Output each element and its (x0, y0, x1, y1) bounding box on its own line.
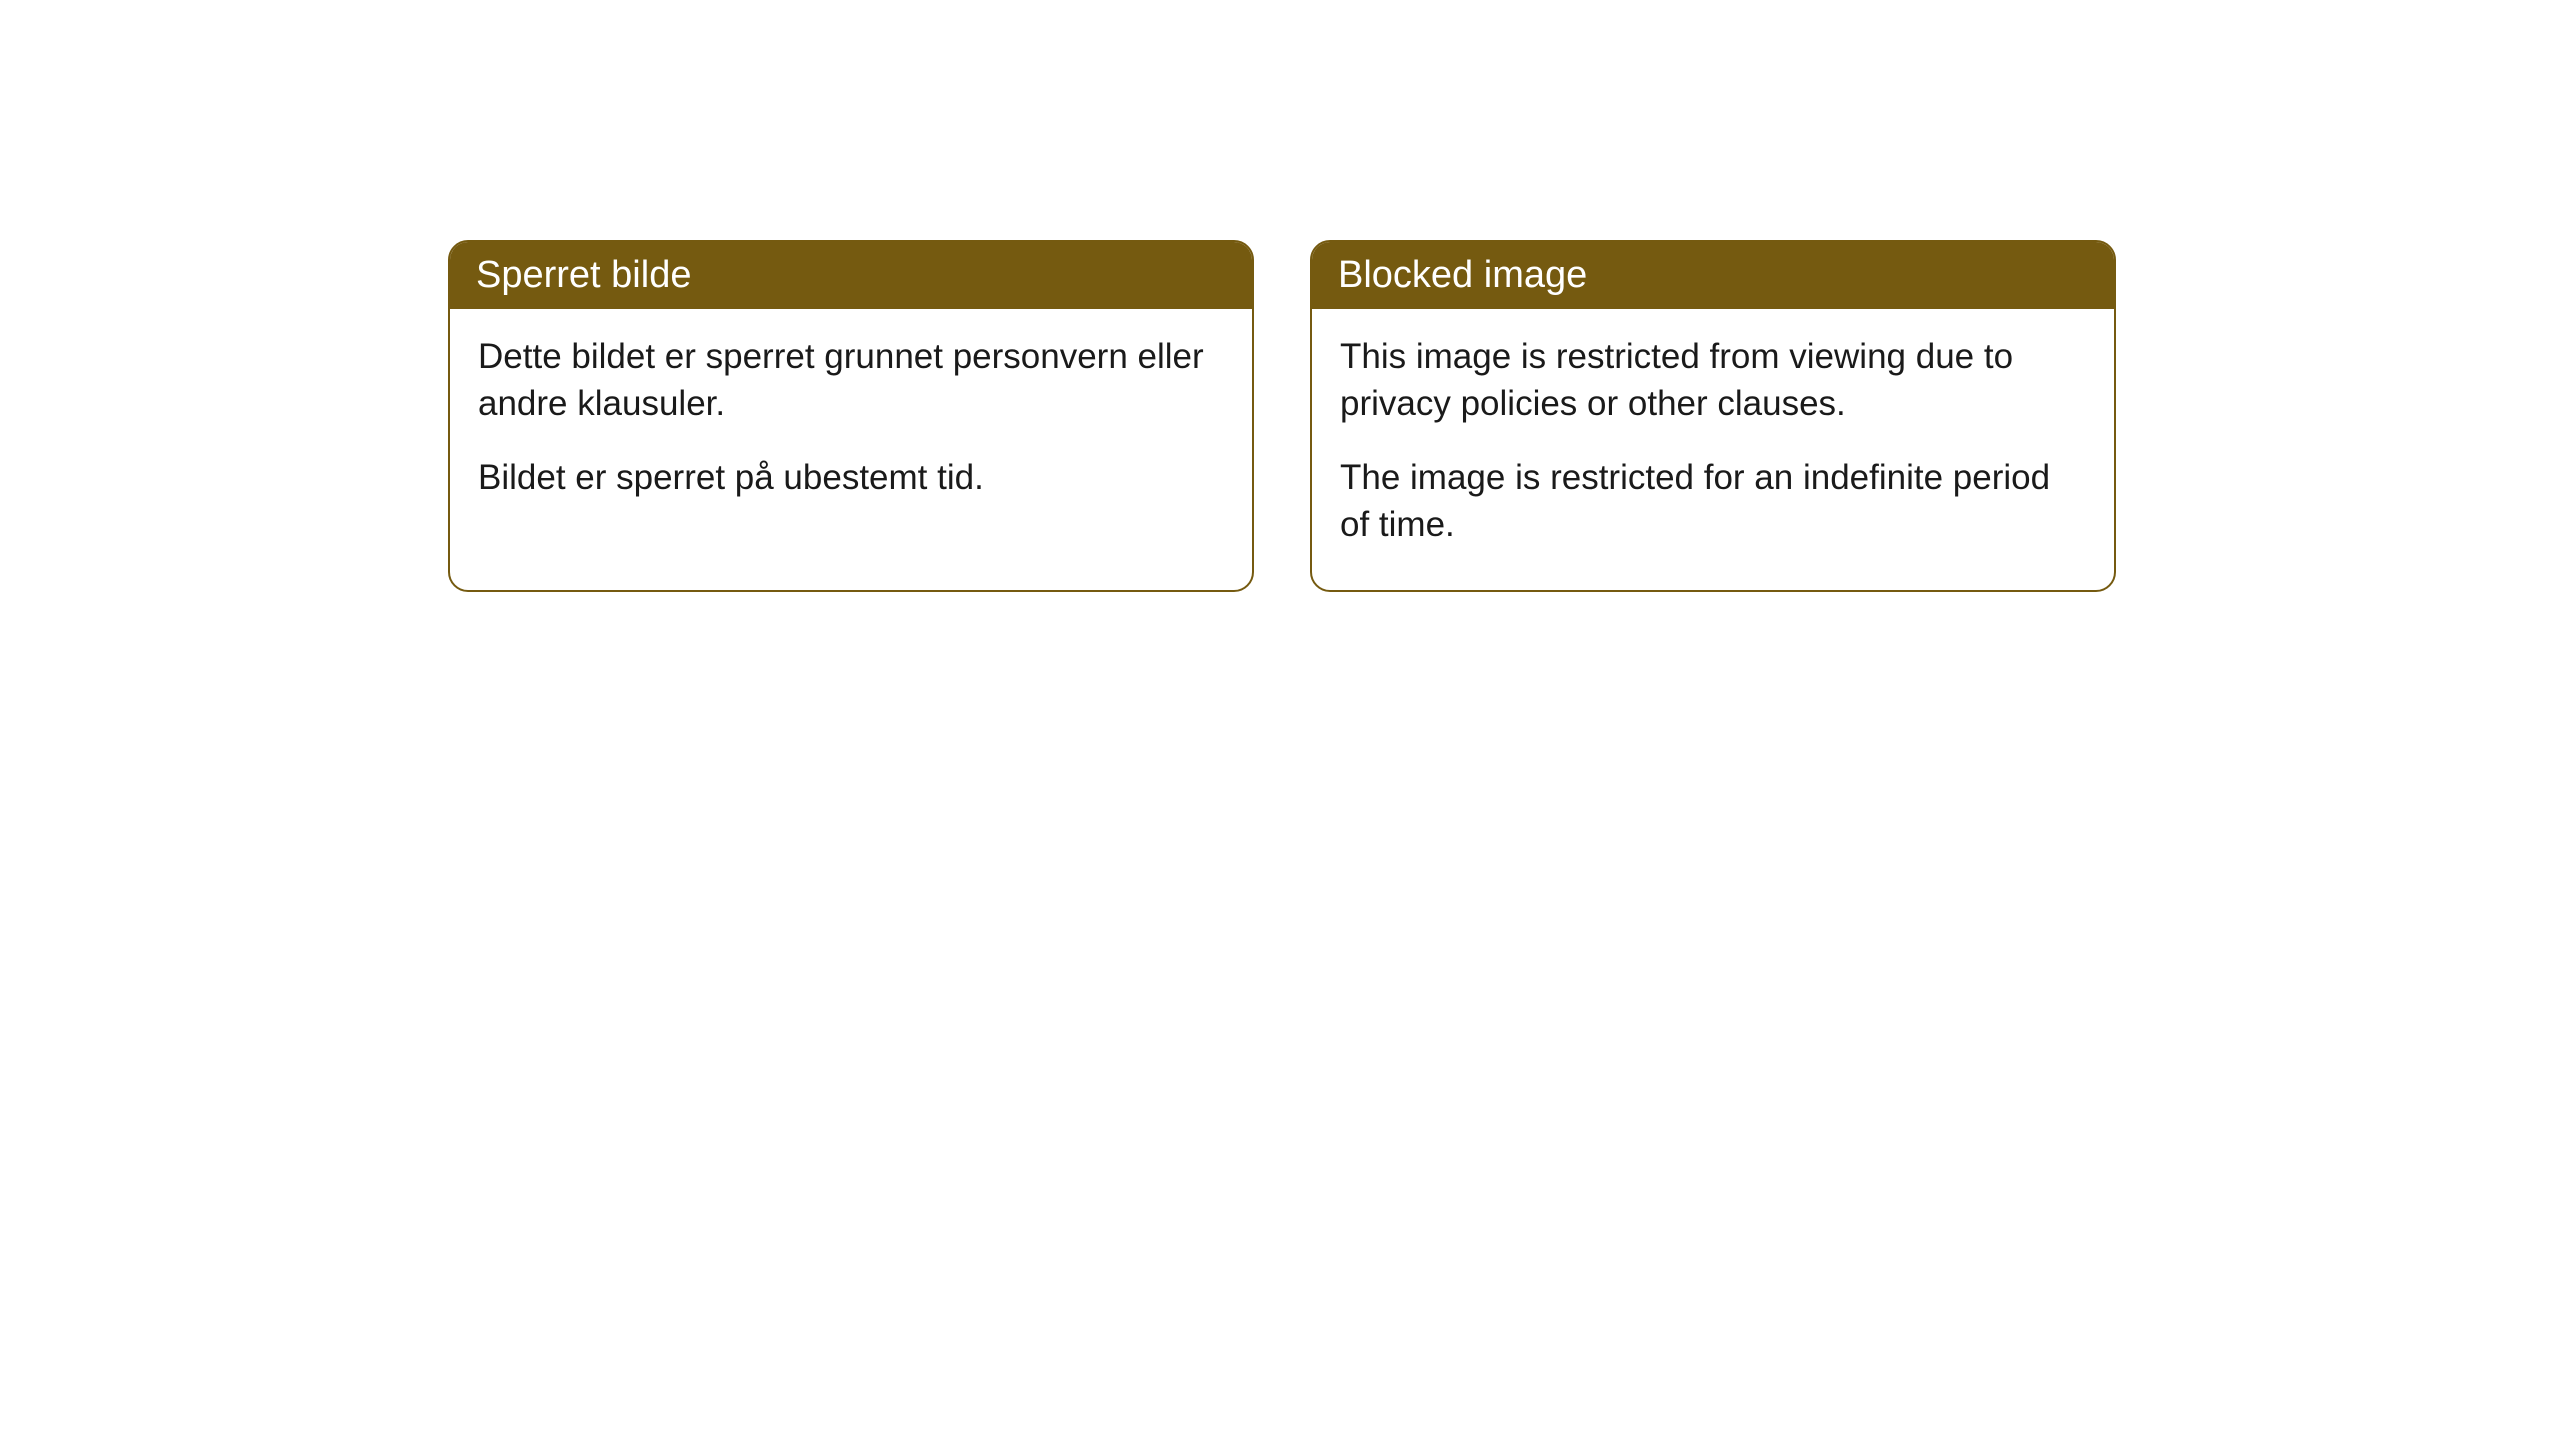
card-paragraph: The image is restricted for an indefinit… (1340, 454, 2086, 549)
card-english: Blocked image This image is restricted f… (1310, 240, 2116, 592)
cards-container: Sperret bilde Dette bildet er sperret gr… (448, 240, 2116, 592)
card-body-english: This image is restricted from viewing du… (1312, 309, 2114, 590)
card-body-norwegian: Dette bildet er sperret grunnet personve… (450, 309, 1252, 543)
card-norwegian: Sperret bilde Dette bildet er sperret gr… (448, 240, 1254, 592)
card-paragraph: Dette bildet er sperret grunnet personve… (478, 333, 1224, 428)
card-header-english: Blocked image (1312, 242, 2114, 309)
card-title: Blocked image (1338, 254, 1587, 296)
card-paragraph: This image is restricted from viewing du… (1340, 333, 2086, 428)
card-header-norwegian: Sperret bilde (450, 242, 1252, 309)
card-paragraph: Bildet er sperret på ubestemt tid. (478, 454, 1224, 501)
card-title: Sperret bilde (476, 254, 691, 296)
